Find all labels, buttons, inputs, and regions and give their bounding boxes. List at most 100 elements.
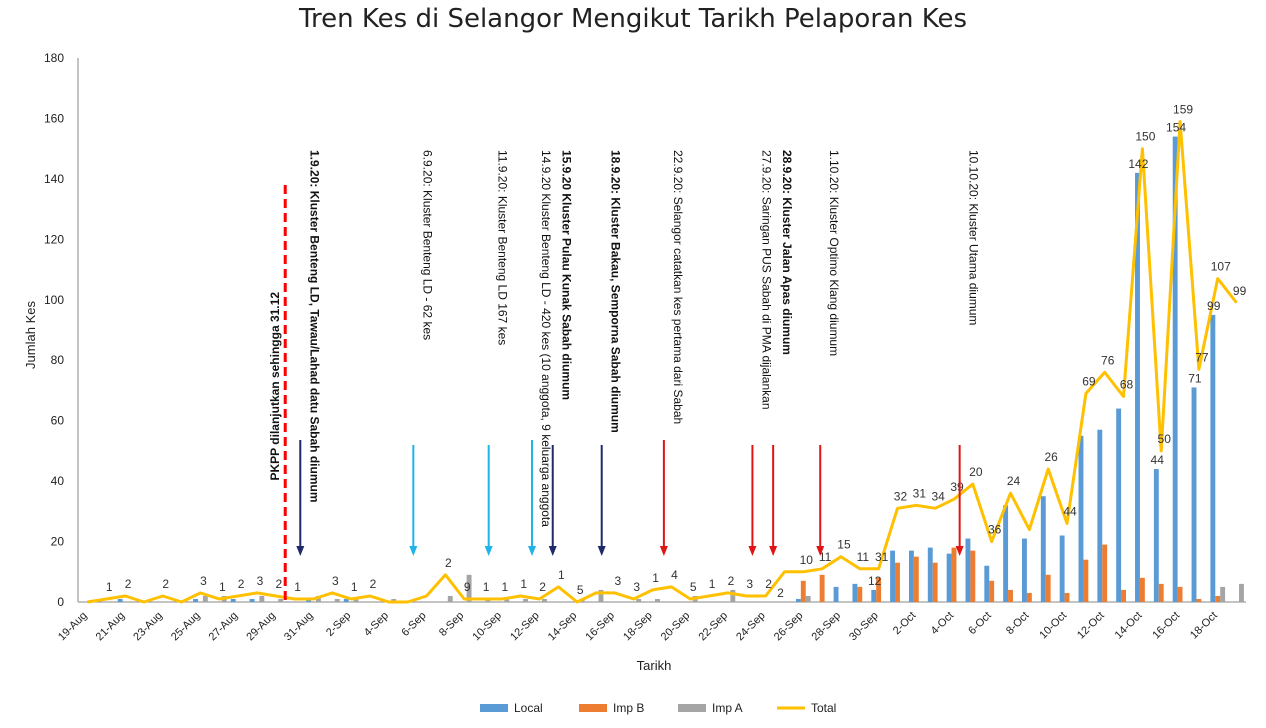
bar-imp-b	[895, 562, 900, 602]
bar-data-label: 2	[777, 586, 784, 600]
chart-title: Tren Kes di Selangor Mengikut Tarikh Pel…	[298, 4, 967, 34]
x-tick-label: 27-Aug	[207, 610, 241, 644]
bar-data-label: 142	[1128, 157, 1148, 171]
total-data-label: 50	[1158, 432, 1172, 446]
bar-local	[1135, 172, 1140, 602]
bar-imp-b	[951, 547, 957, 602]
bar-local	[965, 538, 971, 602]
annotation-label: 1.9.20: Kluster Benteng LD, Tawau/Lahad …	[307, 150, 321, 503]
bar-imp-b	[1102, 544, 1108, 602]
bar-data-label: 71	[1188, 371, 1202, 385]
annotation-label: 10.10.20: Kluster Utama diumum	[967, 150, 981, 325]
annotation-arrow-head	[816, 546, 825, 556]
bar-imp-b	[989, 580, 995, 602]
bar-imp-b	[932, 562, 938, 602]
total-data-label: 1	[219, 580, 226, 594]
total-data-label: 39	[950, 480, 964, 494]
bar-imp-a	[523, 598, 529, 602]
legend: Local Imp B Imp A Total	[480, 701, 836, 715]
y-tick-label: 100	[44, 293, 64, 307]
annotation-arrow-head	[769, 546, 778, 556]
total-data-label: 1	[106, 580, 113, 594]
bar-local	[833, 586, 839, 602]
annotation-label: 11.9.20: Kluster Benteng LD 167 kes	[496, 150, 510, 345]
bar-imp-b	[1158, 583, 1164, 602]
bar-local	[908, 550, 914, 602]
bar-imp-a	[636, 598, 642, 602]
total-data-label: 1	[502, 580, 509, 594]
bar-imp-a	[655, 598, 660, 602]
total-data-label: 2	[370, 577, 377, 591]
total-data-label: 3	[332, 574, 339, 588]
bar-imp-a	[1239, 583, 1244, 602]
bar-imp-a	[278, 598, 284, 602]
total-data-label: 20	[969, 465, 983, 479]
bar-local	[1022, 538, 1027, 602]
total-data-label: 77	[1195, 350, 1209, 364]
bar-local	[1191, 387, 1197, 602]
x-axis-title: Tarikh	[637, 658, 672, 673]
y-tick-label: 180	[44, 51, 64, 65]
annotation-arrow-head	[597, 546, 606, 556]
x-tick-label: 28-Sep	[810, 610, 844, 644]
x-tick-label: 14-Sep	[546, 610, 580, 644]
annotations-layer: PKPP dilanjutkan sehingga 31.12 1.9.20: K…	[268, 150, 981, 602]
total-data-label: 150	[1135, 130, 1155, 144]
x-tick-label: 14-Oct	[1113, 610, 1145, 642]
legend-swatch	[579, 704, 607, 712]
total-data-label: 3	[633, 580, 640, 594]
y-tick-label: 60	[51, 414, 65, 428]
annotation-arrow-head	[484, 546, 493, 556]
bar-imp-a	[353, 598, 359, 602]
bar-imp-a	[805, 595, 811, 602]
total-data-label: 2	[445, 556, 452, 570]
total-data-label: 3	[615, 574, 622, 588]
x-tick-label: 8-Oct	[1004, 610, 1032, 638]
bar-local	[795, 598, 801, 602]
legend-swatch	[678, 704, 706, 712]
y-tick-label: 0	[57, 595, 64, 609]
x-tick-label: 26-Sep	[772, 610, 806, 644]
x-tick-label: 18-Sep	[621, 610, 655, 644]
bar-local	[230, 598, 236, 602]
legend-swatch	[480, 704, 508, 712]
bar-local	[249, 598, 255, 602]
total-data-label: 31	[875, 550, 889, 564]
annotation-label: 15.9.20 Kluster Pulau Kunak Sabah diumum	[560, 150, 574, 400]
bar-imp-a	[504, 598, 510, 602]
annotation-arrow-head	[296, 546, 305, 556]
bar-imp-a	[730, 589, 736, 602]
x-tick-label: 25-Aug	[169, 610, 203, 644]
total-data-label: 1	[351, 580, 358, 594]
bar-local	[1003, 505, 1009, 602]
legend-label: Local	[514, 701, 543, 715]
total-data-label: 4	[671, 568, 678, 582]
x-tick-label: 10-Oct	[1037, 610, 1069, 642]
total-data-label: 1	[483, 580, 490, 594]
bar-local	[193, 598, 199, 602]
bar-imp-b	[1215, 595, 1221, 602]
total-data-label: 15	[837, 538, 851, 552]
total-line-layer	[87, 120, 1238, 604]
bar-imp-b	[800, 580, 806, 602]
x-tick-label: 24-Sep	[734, 610, 768, 644]
x-tick-label: 31-Aug	[282, 610, 316, 644]
bar-local	[1210, 314, 1216, 602]
x-tick-label: 18-Oct	[1188, 610, 1220, 642]
y-tick-label: 160	[44, 111, 64, 125]
bar-imp-a	[466, 574, 472, 602]
annotation-label: 27.9.20: Saringan PUS Sabah di PMA dijal…	[759, 150, 773, 410]
x-tick-label: 19-Aug	[56, 610, 90, 644]
bar-local	[890, 550, 896, 602]
bar-imp-a	[391, 598, 397, 602]
total-data-label: 5	[577, 583, 584, 597]
bar-imp-a	[202, 595, 208, 602]
bar-imp-a	[447, 595, 453, 602]
total-data-label: 68	[1120, 377, 1134, 391]
y-tick-label: 120	[44, 232, 64, 246]
series-line-total	[87, 120, 1238, 604]
annotation-label: 28.9.20: Kluster Jalan Apas diumum	[780, 150, 794, 355]
x-tick-label: 30-Sep	[847, 610, 881, 644]
bar-imp-b	[876, 577, 882, 602]
